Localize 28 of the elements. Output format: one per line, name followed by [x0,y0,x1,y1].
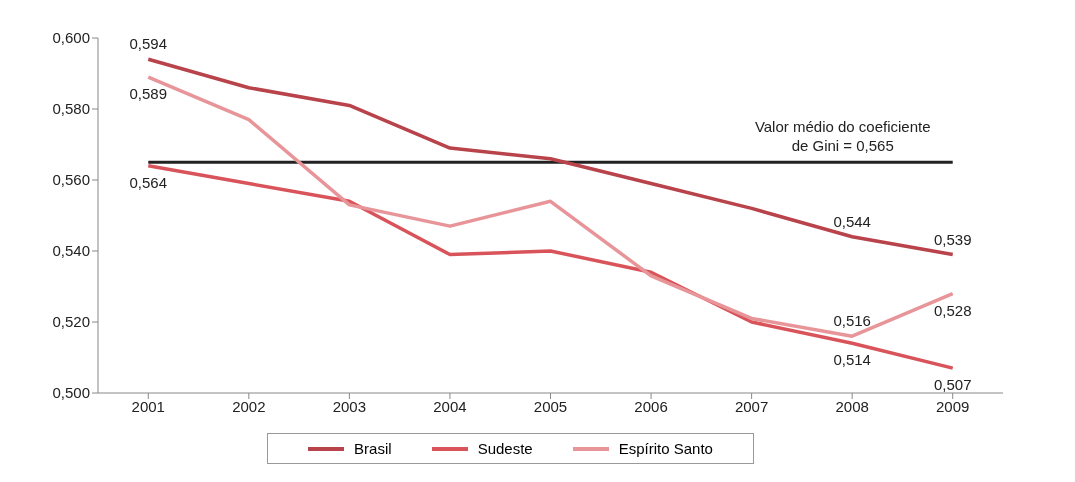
data-label: 0,516 [833,312,871,330]
x-tick-label: 2001 [131,397,165,415]
data-label: 0,528 [933,301,972,319]
x-tick-label: 2006 [634,397,668,415]
y-tick-label: 0,500 [52,384,90,402]
data-label: 0,514 [833,351,871,369]
legend-label: Sudeste [477,440,533,457]
x-tick-label: 2003 [332,397,367,415]
y-tick-label: 0,600 [52,29,90,47]
x-tick-label: 2007 [734,397,769,415]
legend-label: Espírito Santo [618,440,713,457]
y-tick-label: 0,540 [52,242,90,260]
data-label: 0,589 [129,85,168,103]
legend-label: Brasil [354,440,392,457]
x-tick-label: 2002 [232,397,266,415]
y-tick-label: 0,580 [52,100,90,118]
y-tick-label: 0,520 [52,313,90,331]
data-label: 0,507 [933,376,972,394]
data-label: 0,564 [129,173,168,191]
data-label: 0,544 [833,212,871,230]
x-tick-label: 2005 [533,397,568,415]
x-tick-label: 2004 [433,397,467,415]
ref-line-label: Valor médio do coeficiente de Gini = 0,565 [754,118,931,155]
data-label: 0,594 [129,35,168,53]
y-tick-label: 0,560 [52,171,90,189]
x-tick-label: 2008 [835,397,869,415]
x-tick-label: 2009 [936,397,970,415]
data-label: 0,539 [933,230,972,248]
